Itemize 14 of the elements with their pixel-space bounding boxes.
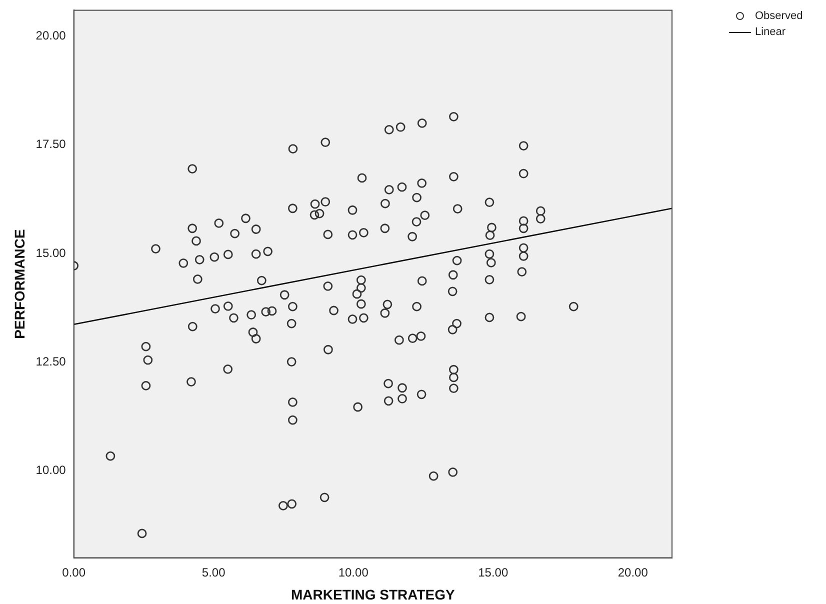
x-tick-label: 0.00 xyxy=(62,565,86,580)
y-tick-label: 20.00 xyxy=(36,28,66,43)
y-tick-label: 12.50 xyxy=(36,354,66,369)
legend-label: Linear xyxy=(755,26,786,38)
y-tick-label: 17.50 xyxy=(36,137,66,152)
x-tick-label: 20.00 xyxy=(618,565,648,580)
x-tick-label: 5.00 xyxy=(202,565,226,580)
legend-label: Observed xyxy=(755,10,803,22)
y-axis-title: PERFORMANCE xyxy=(11,229,28,339)
x-tick-label: 10.00 xyxy=(338,565,369,580)
y-tick-label: 10.00 xyxy=(36,463,66,478)
y-tick-label: 15.00 xyxy=(36,246,66,260)
x-tick-label: 15.00 xyxy=(478,565,508,580)
x-axis-title: MARKETING STRATEGY xyxy=(290,586,456,602)
